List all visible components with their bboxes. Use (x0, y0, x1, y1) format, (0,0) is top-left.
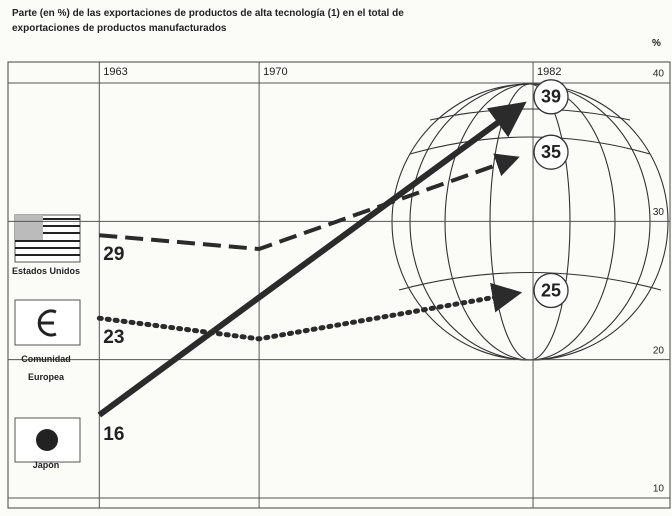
series-line (99, 161, 508, 249)
value-label: 25 (541, 280, 561, 300)
value-label: 39 (541, 87, 561, 107)
euro-icon (15, 300, 80, 345)
series-line (99, 112, 512, 415)
value-label: 35 (541, 142, 561, 162)
legend-label: Japón (8, 456, 84, 474)
y-tick-label: 40 (653, 69, 665, 80)
y-tick-label: 20 (653, 345, 665, 356)
chart: 40 30 20 10 1963 1970 1982 29 35 23 25 16 39 (0, 0, 672, 516)
legend-label: Comunidad Europea (8, 350, 84, 386)
x-tick-label: 1982 (537, 66, 561, 78)
x-tick-label: 1963 (103, 66, 127, 78)
page: Parte (en %) de las exportaciones de pro… (0, 0, 672, 516)
flag-icon (15, 215, 80, 262)
value-label: 16 (103, 424, 124, 445)
x-tick-label: 1970 (263, 66, 287, 78)
value-label: 23 (103, 327, 124, 348)
globe (392, 84, 668, 360)
legend-label: Estados Unidos (8, 262, 84, 280)
y-tick-label: 30 (653, 207, 665, 218)
y-tick-label: 10 (653, 484, 665, 495)
value-label: 29 (103, 244, 124, 265)
